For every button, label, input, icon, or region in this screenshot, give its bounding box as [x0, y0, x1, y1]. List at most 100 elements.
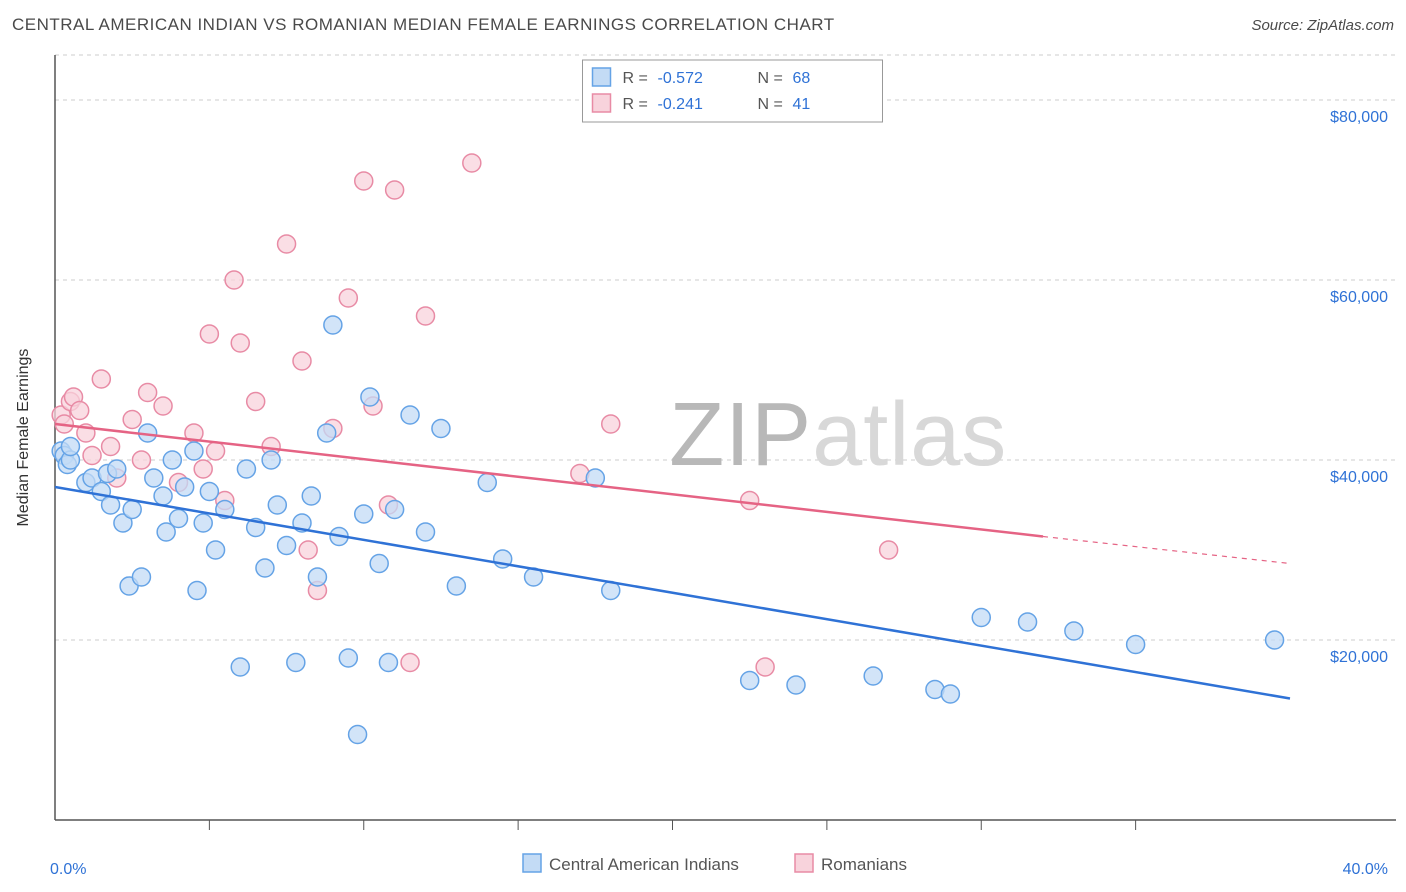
series-romanians	[52, 154, 897, 676]
data-point[interactable]	[361, 388, 379, 406]
data-point[interactable]	[71, 402, 89, 420]
data-point[interactable]	[256, 559, 274, 577]
data-point[interactable]	[237, 460, 255, 478]
legend-label: Central American Indians	[549, 855, 739, 874]
data-point[interactable]	[880, 541, 898, 559]
data-point[interactable]	[1127, 636, 1145, 654]
data-point[interactable]	[1266, 631, 1284, 649]
data-point[interactable]	[349, 726, 367, 744]
stat-r-label: R =	[623, 96, 648, 113]
legend-swatch	[523, 854, 541, 872]
data-point[interactable]	[200, 325, 218, 343]
trend-extrapolate-romanians	[1043, 537, 1290, 564]
data-point[interactable]	[132, 451, 150, 469]
data-point[interactable]	[83, 447, 101, 465]
data-point[interactable]	[231, 658, 249, 676]
data-point[interactable]	[756, 658, 774, 676]
data-point[interactable]	[741, 672, 759, 690]
data-point[interactable]	[287, 654, 305, 672]
data-point[interactable]	[92, 370, 110, 388]
legend-swatch	[593, 94, 611, 112]
stat-n-label: N =	[758, 70, 783, 87]
data-point[interactable]	[145, 469, 163, 487]
data-point[interactable]	[741, 492, 759, 510]
data-point[interactable]	[154, 487, 172, 505]
y-tick-label: $60,000	[1330, 289, 1388, 306]
data-point[interactable]	[200, 483, 218, 501]
data-point[interactable]	[339, 289, 357, 307]
chart-container: CENTRAL AMERICAN INDIAN VS ROMANIAN MEDI…	[0, 0, 1406, 892]
data-point[interactable]	[370, 555, 388, 573]
y-axis-label: Median Female Earnings	[15, 349, 32, 527]
data-point[interactable]	[102, 438, 120, 456]
data-point[interactable]	[207, 541, 225, 559]
data-point[interactable]	[278, 537, 296, 555]
data-point[interactable]	[386, 181, 404, 199]
stat-n-value: 41	[793, 96, 811, 113]
data-point[interactable]	[108, 460, 126, 478]
data-point[interactable]	[194, 460, 212, 478]
data-point[interactable]	[231, 334, 249, 352]
data-point[interactable]	[268, 496, 286, 514]
data-point[interactable]	[401, 406, 419, 424]
data-point[interactable]	[123, 411, 141, 429]
data-point[interactable]	[447, 577, 465, 595]
series-central-american-indians	[52, 316, 1283, 744]
data-point[interactable]	[478, 474, 496, 492]
data-point[interactable]	[308, 568, 326, 586]
data-point[interactable]	[299, 541, 317, 559]
legend-label: Romanians	[821, 855, 907, 874]
data-point[interactable]	[355, 172, 373, 190]
data-point[interactable]	[170, 510, 188, 528]
data-point[interactable]	[972, 609, 990, 627]
y-tick-label: $80,000	[1330, 109, 1388, 126]
data-point[interactable]	[379, 654, 397, 672]
data-point[interactable]	[139, 384, 157, 402]
x-end-label: 40.0%	[1343, 861, 1388, 878]
data-point[interactable]	[355, 505, 373, 523]
data-point[interactable]	[302, 487, 320, 505]
data-point[interactable]	[194, 514, 212, 532]
data-point[interactable]	[225, 271, 243, 289]
data-point[interactable]	[432, 420, 450, 438]
data-point[interactable]	[61, 438, 79, 456]
stat-r-value: -0.572	[658, 70, 703, 87]
chart-source: Source: ZipAtlas.com	[1251, 17, 1394, 34]
data-point[interactable]	[1065, 622, 1083, 640]
data-point[interactable]	[188, 582, 206, 600]
data-point[interactable]	[207, 442, 225, 460]
data-point[interactable]	[401, 654, 419, 672]
data-point[interactable]	[247, 393, 265, 411]
data-point[interactable]	[339, 649, 357, 667]
stat-n-value: 68	[793, 70, 811, 87]
data-point[interactable]	[386, 501, 404, 519]
data-point[interactable]	[132, 568, 150, 586]
stat-r-label: R =	[623, 70, 648, 87]
data-point[interactable]	[185, 442, 203, 460]
data-point[interactable]	[864, 667, 882, 685]
data-point[interactable]	[318, 424, 336, 442]
data-point[interactable]	[417, 523, 435, 541]
data-point[interactable]	[417, 307, 435, 325]
data-point[interactable]	[941, 685, 959, 703]
legend-swatch	[593, 68, 611, 86]
data-point[interactable]	[154, 397, 172, 415]
data-point[interactable]	[324, 316, 342, 334]
data-point[interactable]	[278, 235, 296, 253]
legend-swatch	[795, 854, 813, 872]
data-point[interactable]	[176, 478, 194, 496]
y-tick-label: $20,000	[1330, 649, 1388, 666]
correlation-scatter-chart: CENTRAL AMERICAN INDIAN VS ROMANIAN MEDI…	[0, 0, 1406, 892]
x-start-label: 0.0%	[50, 861, 86, 878]
data-point[interactable]	[123, 501, 141, 519]
data-point[interactable]	[1019, 613, 1037, 631]
data-point[interactable]	[787, 676, 805, 694]
data-point[interactable]	[262, 451, 280, 469]
stat-n-label: N =	[758, 96, 783, 113]
data-point[interactable]	[602, 415, 620, 433]
stat-r-value: -0.241	[658, 96, 703, 113]
data-point[interactable]	[463, 154, 481, 172]
data-point[interactable]	[163, 451, 181, 469]
chart-title: CENTRAL AMERICAN INDIAN VS ROMANIAN MEDI…	[12, 15, 835, 34]
data-point[interactable]	[293, 352, 311, 370]
